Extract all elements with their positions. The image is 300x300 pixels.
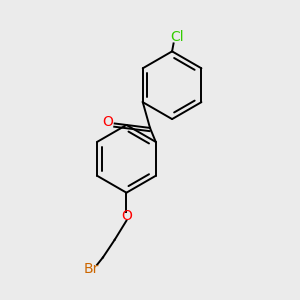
- Text: Cl: Cl: [171, 30, 184, 44]
- Text: O: O: [102, 115, 113, 129]
- Text: O: O: [121, 209, 132, 223]
- Text: Br: Br: [83, 262, 99, 276]
